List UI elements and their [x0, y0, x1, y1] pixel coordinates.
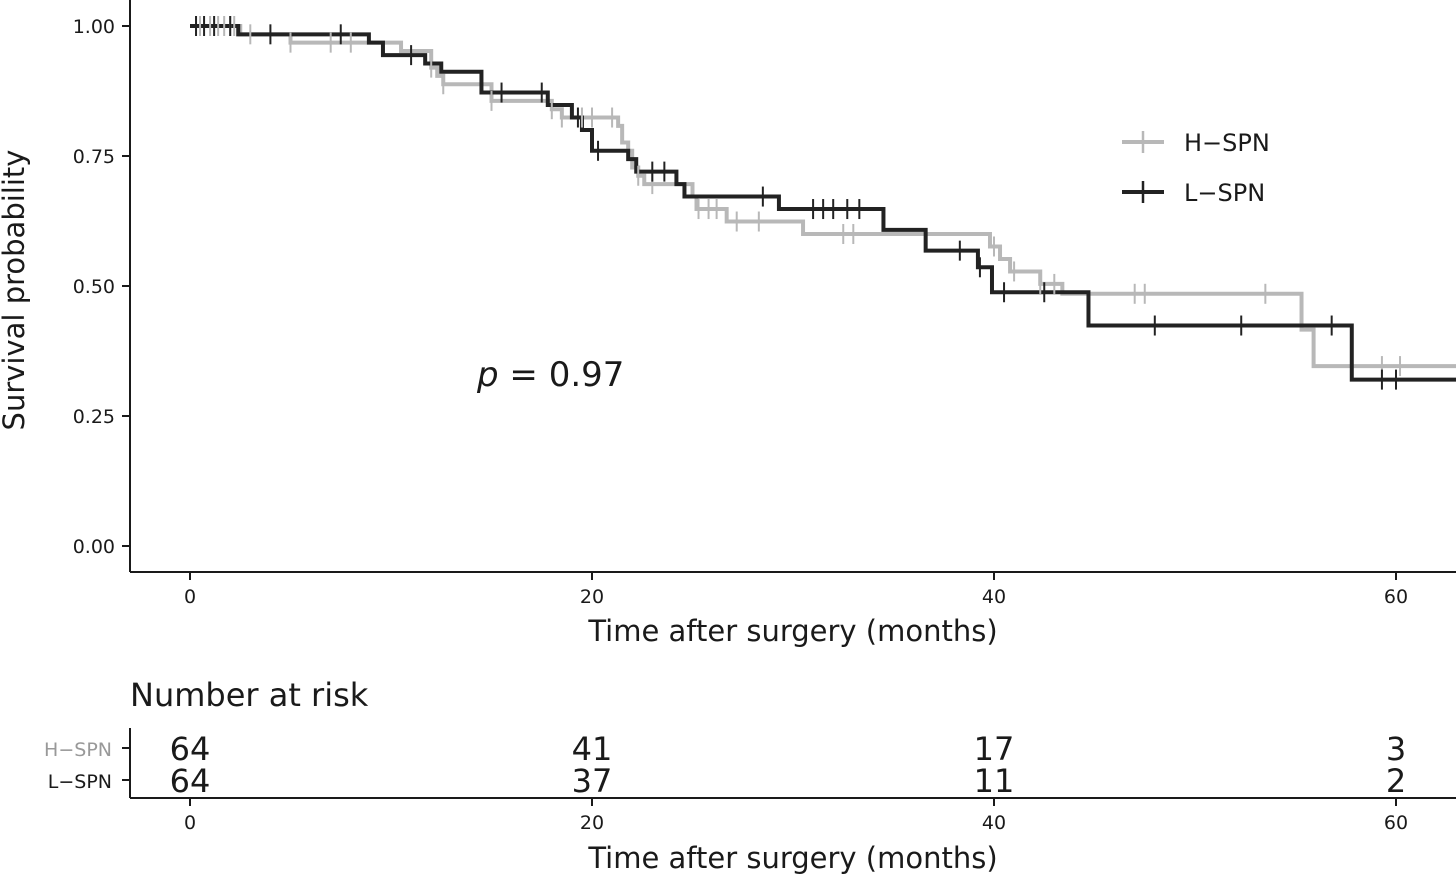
legend-label: L−SPN [1184, 179, 1265, 207]
risk-count: 3 [1386, 730, 1406, 768]
risk-x-axis-title: Time after surgery (months) [587, 841, 997, 874]
y-tick-label: 0.75 [73, 146, 115, 168]
x-tick-label: 20 [580, 586, 604, 608]
risk-x-axis-ticks: 0 20 40 60 [184, 798, 1408, 834]
legend: H−SPN L−SPN [1122, 129, 1270, 207]
y-axis-title: Survival probability [0, 150, 31, 431]
p-value-annotation: p = 0.97 [476, 355, 624, 395]
risk-count: 11 [974, 762, 1015, 800]
risk-x-tick-label: 60 [1384, 812, 1408, 834]
y-tick-label: 1.00 [73, 16, 115, 38]
y-axis-ticks: 0.00 0.25 0.50 0.75 1.00 [73, 16, 130, 558]
risk-row-label: H−SPN [44, 739, 112, 761]
x-axis-ticks: 0 20 40 60 [184, 572, 1408, 608]
risk-x-tick-label: 20 [580, 812, 604, 834]
survival-plot: 0.00 0.25 0.50 0.75 1.00 0 20 40 60 Survival pr… [0, 0, 1456, 648]
x-tick-label: 60 [1384, 586, 1408, 608]
risk-count: 64 [170, 762, 211, 800]
risk-x-tick-label: 40 [982, 812, 1006, 834]
y-tick-label: 0.00 [73, 536, 115, 558]
risk-x-tick-label: 0 [184, 812, 196, 834]
x-tick-label: 0 [184, 586, 196, 608]
risk-table-title: Number at risk [130, 676, 369, 714]
risk-count: 64 [170, 730, 211, 768]
risk-count: 2 [1386, 762, 1406, 800]
risk-count: 41 [572, 730, 613, 768]
risk-count: 37 [572, 762, 613, 800]
y-tick-label: 0.50 [73, 276, 115, 298]
p-italic: p [476, 355, 499, 395]
censor-marks [195, 16, 1402, 390]
risk-table: Number at risk H−SPN 64 41 17 3L−SPN 64 37 11 2 … [44, 676, 1456, 874]
survival-curves [190, 24, 1456, 382]
x-tick-label: 40 [982, 586, 1006, 608]
risk-row-label: L−SPN [48, 771, 112, 793]
p-value: = 0.97 [499, 355, 625, 395]
legend-label: H−SPN [1184, 129, 1270, 157]
survival-curve-l-spn [190, 24, 1456, 382]
risk-table-rows: H−SPN 64 41 17 3 L−SPN 64 37 11 2 [44, 730, 1406, 800]
survival-curve-h-spn [190, 24, 1456, 369]
risk-count: 17 [974, 730, 1015, 768]
x-axis-title: Time after surgery (months) [587, 614, 997, 648]
y-tick-label: 0.25 [73, 406, 115, 428]
